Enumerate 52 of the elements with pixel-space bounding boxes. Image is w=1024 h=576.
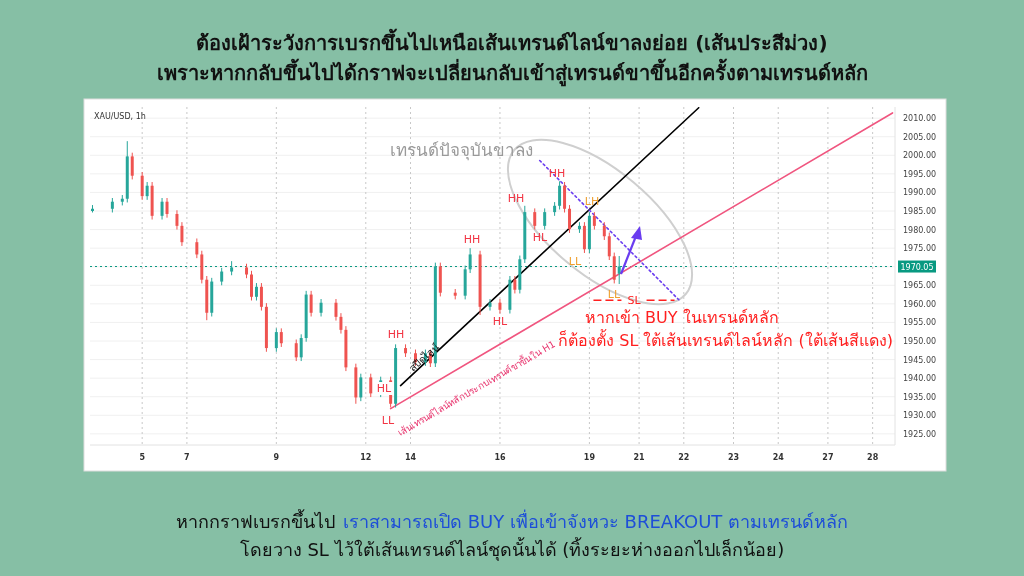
annotation: HL	[532, 231, 549, 244]
annotation: LH	[584, 195, 600, 208]
y-tick-label: 1935.00	[903, 392, 937, 402]
y-tick-label: 1950.00	[903, 337, 937, 346]
annotation: LL	[568, 255, 582, 268]
chart-title: ต้องเฝ้าระวังการเบรกขึ้นไปเหนือเส้นเทรนด์ไลน์ขาลงย่อย (เส้นประสีม่วง)	[196, 28, 828, 55]
text: โดยวาง SL ไว้ใต้เส้นเทรนด์ไลน์ชุดนั้นได้ (ทิ้งระยะห่างออกไปเล็กน้อย)	[239, 537, 785, 561]
y-tick-label: 1990.00	[903, 188, 937, 198]
x-tick-label: 14	[404, 453, 417, 462]
y-tick-label: 1955.00	[903, 318, 937, 328]
y-tick-label: 1925.00	[903, 429, 937, 439]
x-tick-label: 9	[273, 453, 280, 462]
text: เราสามารถเปิด BUY เพื่อเข้าจังหวะ BREAKOUT ตามเทรนด์หลัก	[342, 509, 849, 532]
x-tick-label: 21	[633, 453, 646, 462]
x-tick-label: 7	[184, 453, 190, 462]
y-tick-label: 1930.00	[903, 411, 937, 421]
y-tick-label: 2005.00	[903, 132, 937, 142]
annotation: HH	[387, 328, 405, 341]
annotation: LL	[607, 288, 621, 301]
x-tick-label: 24	[772, 453, 785, 462]
annotation: เทรนด์ปัจจุบันขาลง	[390, 140, 533, 161]
y-tick-label: 1975.00	[903, 244, 937, 254]
y-tick-label: 1985.00	[903, 207, 937, 216]
annotation: หากเข้า BUY ในเทรนด์หลัก	[585, 308, 779, 327]
y-tick-label: 1960.00	[903, 299, 937, 309]
text: หากกราฟเบรกขึ้นไป	[175, 509, 335, 532]
x-tick-label: 23	[727, 453, 740, 462]
y-tick-label: 2010.00	[903, 114, 937, 124]
annotation: LL	[381, 414, 395, 427]
x-tick-label: 27	[822, 453, 834, 462]
x-tick-label: 16	[494, 453, 506, 462]
y-tick-label: 1995.00	[903, 169, 937, 179]
y-tick-label: 1940.00	[903, 374, 937, 384]
x-tick-label: 22	[678, 453, 690, 462]
ref-line-label: 1970.05	[900, 262, 934, 272]
x-tick-label: 19	[583, 453, 596, 462]
y-tick-label: 1945.00	[903, 355, 937, 365]
y-tick-label: 1965.00	[903, 281, 937, 291]
y-tick-label: 2000.00	[903, 151, 937, 161]
annotation: SL	[627, 294, 642, 307]
y-tick-label: 1980.00	[903, 225, 937, 235]
annotation: HL	[492, 315, 509, 328]
x-tick-label: 28	[867, 453, 879, 462]
annotation: HH	[463, 233, 481, 246]
x-tick-label: 12	[360, 453, 372, 462]
annotation: ก็ต้องตั้ง SL ใต้เส้นเทรนด์ไลน์หลัก (ใต้เส้นสีแดง)	[558, 329, 893, 350]
annotation: XAU/USD, 1h	[94, 112, 146, 121]
annotation: HH	[507, 192, 525, 205]
annotation: HH	[548, 167, 566, 180]
x-tick-label: 5	[139, 453, 146, 462]
annotation: HL	[376, 382, 393, 395]
chart-subtitle: เพราะหากกลับขึ้นไปได้กราฟจะเปลี่ยนกลับเข้าสู่เทรนด์ขาขึ้นอีกครั้งตามเทรนด์หลัก	[156, 58, 868, 87]
